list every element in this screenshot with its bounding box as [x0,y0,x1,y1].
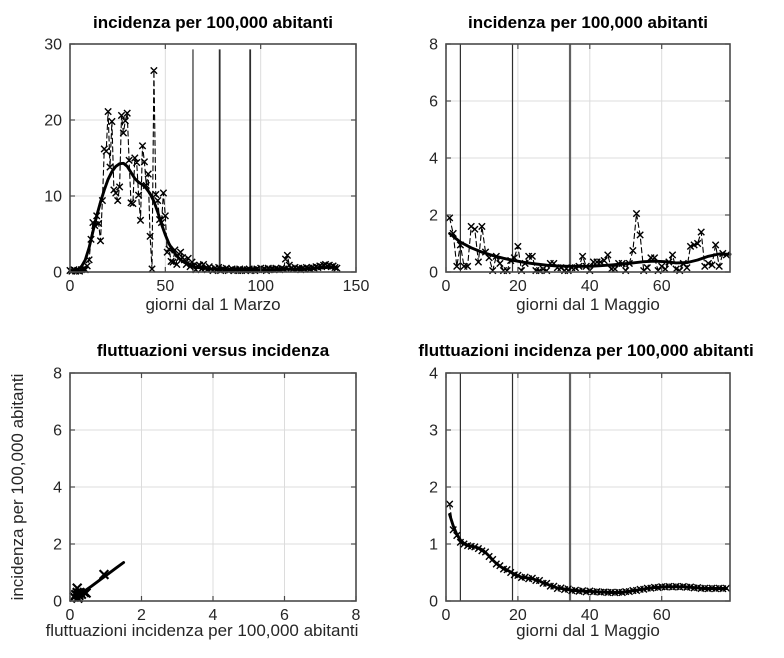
panel-fluctuations-vs-incidence-tick-labels: 0 2 4 6 8 0 2 4 6 8 [53,366,360,625]
x-tick-label: 0 [66,607,75,624]
panel-incidence-march-title: incidenza per 100,000 abitanti [93,13,333,32]
y-tick-label: 4 [53,480,62,497]
panel-fluctuations-vs-incidence-ylabel: incidenza per 100,000 abitanti [8,373,27,601]
x-tick-label: 0 [442,278,451,295]
x-tick-label: 2 [137,607,146,624]
panel-fluctuations-vs-incidence-grid [70,372,357,601]
x-tick-label: 50 [156,278,174,295]
x-tick-label: 20 [509,607,527,624]
y-tick-label: 0 [429,594,438,611]
x-tick-label: 0 [66,278,75,295]
x-tick-label: 20 [509,278,527,295]
x-tick-label: 6 [280,607,289,624]
x-tick-label: 8 [352,607,361,624]
panel-incidence-march-series-incidenza-media [68,161,339,273]
y-tick-label: 0 [53,265,62,282]
panel-incidence-may-series-incidenza-media [448,232,732,268]
panel-fluctuations-may-tick-labels: 0 20 40 60 0 1 2 3 4 [429,366,671,625]
y-tick-label: 4 [429,366,438,383]
y-tick-label: 8 [429,37,438,54]
y-tick-label: 8 [53,366,62,383]
panel-fluctuations-vs-incidence-xlabel: fluttuazioni incidenza per 100,000 abita… [45,621,359,640]
y-tick-label: 30 [44,37,62,54]
x-marker-set [445,209,731,275]
panel-incidence-march-frame [69,43,357,273]
panel-incidence-may-series-incidenza-giornaliera [445,209,731,275]
y-tick-label: 2 [53,537,62,554]
y-tick-label: 4 [429,151,438,168]
panel-incidence-may-title: incidenza per 100,000 abitanti [468,13,708,32]
x-tick-label: 60 [653,607,671,624]
y-tick-label: 1 [429,537,438,554]
x-tick-label: 40 [581,278,599,295]
panel-incidence-may: 0 20 40 60 0 2 4 6 8 [429,37,732,296]
panel-incidence-may-tick-labels: 0 20 40 60 0 2 4 6 8 [429,37,671,296]
panel-fluctuations-vs-incidence: 0 2 4 6 8 0 2 4 6 8 [53,366,360,625]
x-tick-label: 40 [581,607,599,624]
panel-incidence-march-ticks [69,43,357,273]
panel-incidence-march-event-lines [192,49,252,272]
x-tick-label: 0 [442,607,451,624]
x-tick-label: 4 [209,607,218,624]
panel-fluctuations-may-series-fluttuazioni-media [448,512,728,594]
y-tick-label: 0 [53,594,62,611]
y-tick-label: 6 [53,423,62,440]
y-tick-label: 6 [429,94,438,111]
x-tick-label: 100 [247,278,274,295]
x-tick-label: 150 [343,278,370,295]
panel-fluctuations-may-xlabel: giorni dal 1 Maggio [516,621,660,640]
panel-incidence-march: 0 50 100 150 0 10 20 30 [44,37,369,296]
panel-incidence-march-series-incidenza-giornaliera [66,66,341,275]
x-marker-set [66,66,341,275]
panel-fluctuations-may-title: fluttuazioni incidenza per 100,000 abita… [418,341,754,360]
y-tick-label: 10 [44,189,62,206]
x-tick-label: 60 [653,278,671,295]
panel-fluctuations-may-ticks [445,372,730,602]
panel-incidence-may-xlabel: giorni dal 1 Maggio [516,295,660,314]
panel-fluctuations-may-grid [446,372,730,601]
panel-fluctuations-vs-incidence-title: fluttuazioni versus incidenza [96,341,330,360]
panel-incidence-may-ticks [445,43,730,273]
panel-incidence-may-grid [446,43,730,272]
panel-fluctuations-may-series-fluttuazioni-giornaliere [445,500,731,597]
panel-fluctuations-vs-incidence-series-retta-di-tendenza [72,561,126,600]
panel-incidence-march-tick-labels: 0 50 100 150 0 10 20 30 [44,37,369,296]
panel-fluctuations-vs-incidence-ticks [69,372,357,602]
y-tick-label: 0 [429,265,438,282]
panel-fluctuations-may: 0 20 40 60 0 1 2 3 4 [429,366,731,625]
x-marker-set [445,500,731,597]
panel-fluctuations-may-event-lines [459,373,572,601]
y-tick-label: 3 [429,423,438,440]
panel-incidence-march-xlabel: giorni dal 1 Marzo [145,295,281,314]
y-tick-label: 20 [44,113,62,130]
panel-incidence-may-event-lines [459,44,572,272]
y-tick-label: 2 [429,208,438,225]
y-tick-label: 2 [429,480,438,497]
